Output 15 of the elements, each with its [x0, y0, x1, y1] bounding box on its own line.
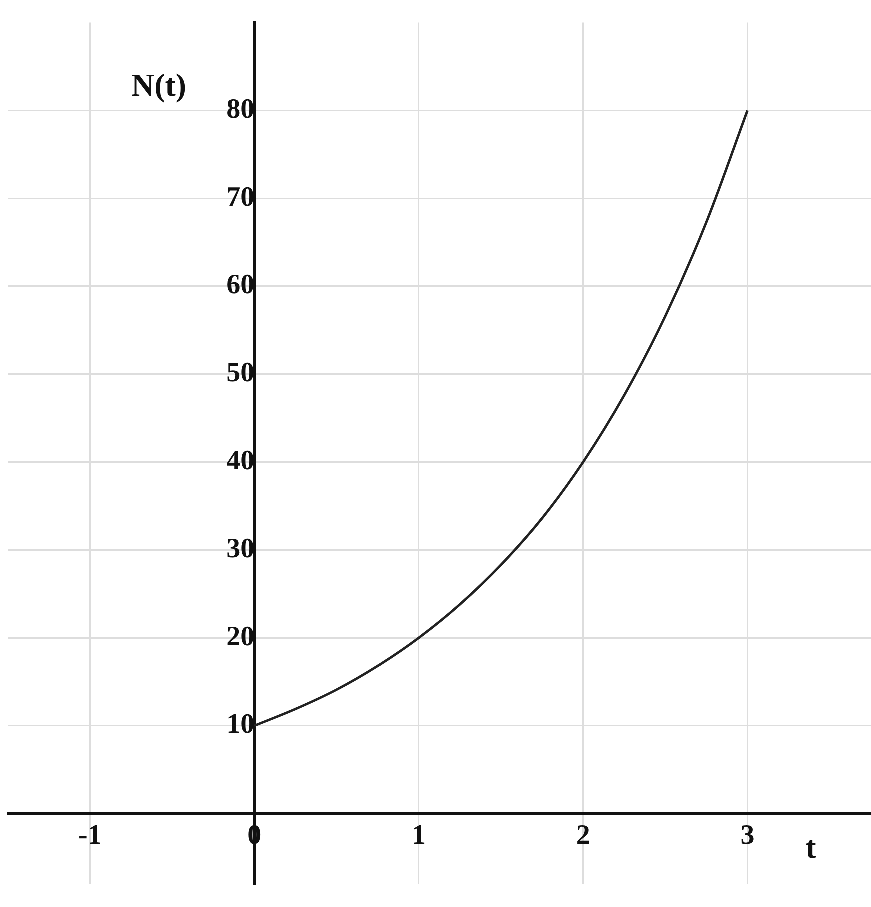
y-tick-label: 20: [226, 621, 255, 652]
y-tick-label: 70: [226, 182, 255, 213]
y-tick-label: 40: [226, 446, 255, 477]
x-tick-label: 2: [576, 820, 590, 851]
y-tick-label: 10: [226, 709, 255, 740]
y-tick-label: 30: [226, 533, 255, 564]
line-series: [253, 109, 749, 728]
x-tick-label: 1: [412, 820, 426, 851]
x-axis-title: t: [806, 829, 817, 866]
y-tick-label: 50: [226, 358, 255, 389]
y-tick-label: 60: [226, 270, 255, 301]
x-tick-label: 3: [740, 820, 755, 851]
y-tick-label: 80: [226, 94, 255, 125]
x-tick-label: -1: [78, 820, 102, 851]
y-axis-title: N(t): [131, 67, 187, 104]
